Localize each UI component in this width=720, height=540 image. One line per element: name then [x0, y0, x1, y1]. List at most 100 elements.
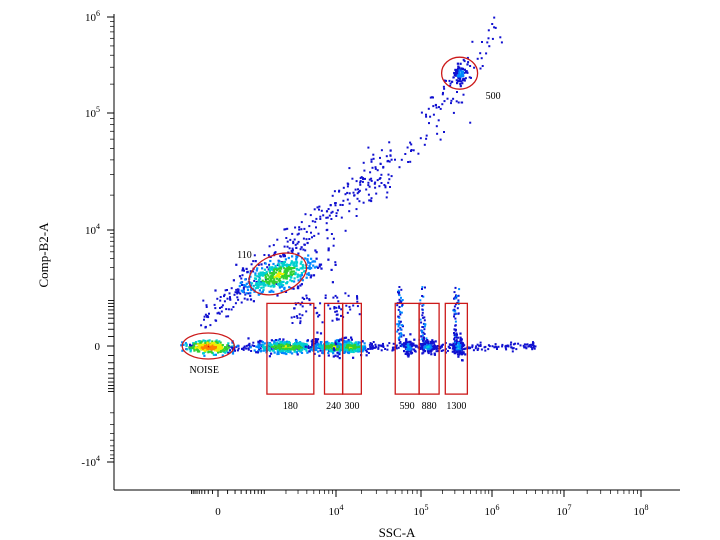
event-dot [258, 289, 261, 292]
event-dot [350, 338, 353, 341]
x-tick-label: 108 [634, 503, 649, 518]
event-dot [209, 347, 212, 350]
event-dot [404, 352, 407, 355]
event-dot [220, 306, 223, 309]
event-dot [352, 346, 355, 350]
event-dot [284, 290, 288, 293]
event-dot [321, 321, 324, 324]
event-dot [442, 85, 445, 88]
event-dot [254, 283, 257, 287]
event-dot [245, 282, 248, 285]
event-dot [220, 347, 223, 350]
event-dot [351, 345, 354, 348]
event-dot [400, 333, 403, 336]
event-dot [338, 305, 340, 308]
event-dot [374, 181, 377, 184]
event-dot [275, 343, 278, 346]
event-dot [197, 340, 200, 343]
event-dot [302, 270, 306, 273]
event-dot [348, 167, 351, 170]
event-dot [386, 344, 389, 347]
event-dot [249, 270, 252, 273]
event-dot [419, 347, 422, 350]
event-dot [336, 351, 339, 354]
event-dot [327, 345, 330, 348]
event-dot [461, 67, 464, 70]
event-dot [454, 320, 457, 323]
event-dot [237, 347, 240, 350]
event-dot [297, 346, 300, 350]
event-dot [270, 352, 273, 355]
event-dot [243, 269, 245, 272]
event-dot [384, 185, 387, 188]
event-dot [399, 320, 402, 323]
event-dot [340, 345, 343, 348]
event-dot [455, 339, 458, 342]
gate-label-240: 240 [326, 401, 341, 412]
event-dot [318, 314, 321, 317]
event-dot [367, 348, 370, 350]
event-dot [196, 348, 199, 351]
event-dot [425, 346, 428, 349]
x-tick-label: 105 [414, 503, 429, 518]
event-dot [276, 268, 279, 272]
event-dot [445, 79, 447, 82]
event-dot [189, 350, 192, 353]
event-dot [261, 271, 264, 274]
event-dot [523, 346, 526, 349]
event-dot [194, 341, 198, 344]
event-dot [453, 308, 456, 311]
event-dot [292, 240, 295, 243]
event-dot [324, 294, 327, 297]
event-dot [479, 341, 482, 344]
event-dot [352, 356, 355, 359]
event-dot [346, 311, 349, 314]
event-dot [278, 275, 281, 278]
event-dot [480, 348, 483, 351]
event-dot [427, 345, 430, 348]
event-dot [534, 345, 537, 348]
event-dot [271, 348, 274, 351]
event-dot [254, 272, 257, 275]
event-dot [261, 279, 264, 282]
event-dot [293, 238, 296, 241]
event-dot [429, 96, 432, 99]
event-dot [510, 341, 513, 344]
event-dot [467, 61, 470, 64]
event-dot [315, 226, 317, 229]
event-dot [268, 266, 271, 269]
event-dot [352, 350, 355, 354]
event-dot [234, 349, 236, 352]
event-dot [462, 78, 465, 81]
event-dot [311, 220, 314, 223]
event-dot [404, 342, 407, 346]
event-dot [443, 79, 446, 82]
event-dot [457, 67, 460, 70]
event-dot [292, 263, 295, 267]
x-tick-base: 10 [557, 506, 569, 518]
event-dot [458, 69, 461, 72]
event-dot [461, 351, 464, 354]
event-dot [284, 264, 287, 267]
event-dot [463, 347, 466, 351]
event-dot [434, 340, 437, 343]
event-dot [205, 304, 208, 307]
event-dot [260, 291, 263, 294]
event-dot [484, 349, 487, 352]
event-dot [305, 230, 308, 233]
event-dot [370, 197, 373, 200]
event-dot [454, 68, 457, 71]
event-dot [455, 70, 458, 73]
event-dot [354, 188, 357, 191]
y-tick-base: 0 [95, 341, 101, 353]
event-dot [362, 345, 365, 348]
event-dot [300, 349, 303, 352]
event-dot [309, 214, 312, 217]
x-tick-base: 10 [485, 506, 497, 518]
event-dot [398, 286, 401, 288]
event-dot [267, 274, 270, 277]
event-dot [311, 260, 314, 263]
event-dot [336, 345, 339, 348]
event-dot [258, 273, 261, 276]
event-dot [253, 345, 256, 347]
